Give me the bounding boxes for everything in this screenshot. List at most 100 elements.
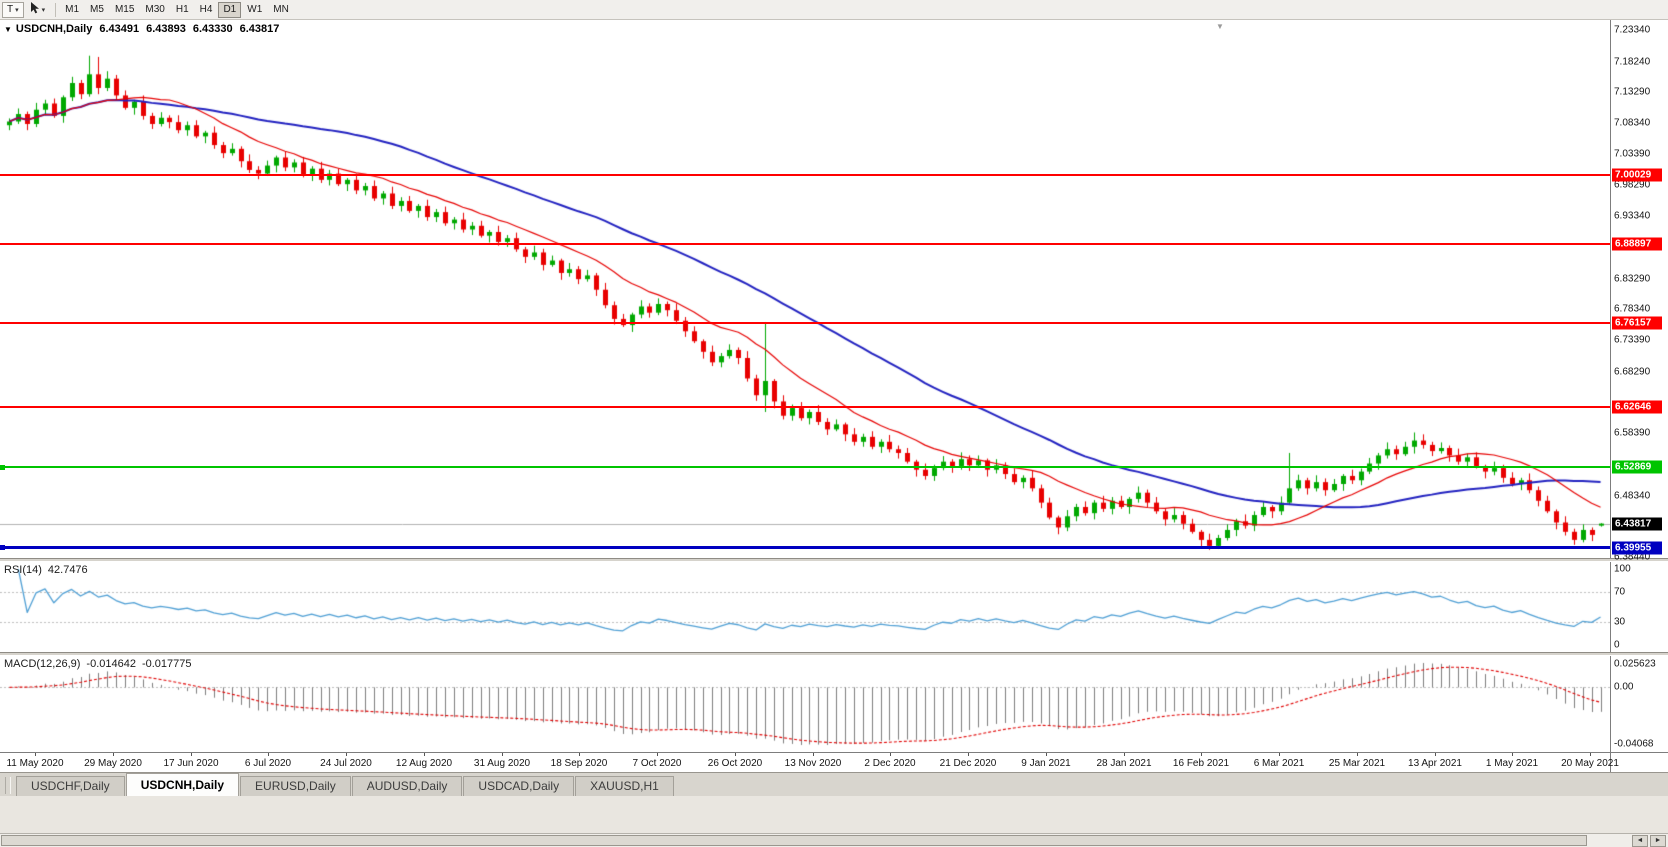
level-line-resistance-2[interactable] (0, 243, 1610, 245)
price-scale-label: 6.58390 (1614, 427, 1651, 439)
panel-splitter[interactable] (0, 558, 1668, 562)
macd-canvas[interactable] (0, 656, 1610, 752)
date-tick (968, 753, 969, 756)
date-tick (890, 753, 891, 756)
cursor-icon (30, 2, 40, 17)
level-badge-resistance-1: 7.00029 (1612, 168, 1662, 182)
scroll-right-arrow[interactable]: ► (1650, 835, 1666, 847)
cursor-tool-button[interactable]: ▾ (25, 2, 51, 18)
level-handle-support-blue[interactable] (0, 545, 5, 550)
macd-main-value: -0.014642 (86, 658, 136, 670)
rsi-scale-label: 0 (1614, 639, 1620, 651)
level-badge-resistance-2: 6.88897 (1612, 237, 1662, 251)
level-handle-support-green[interactable] (0, 465, 5, 470)
date-label: 13 Nov 2020 (784, 758, 842, 769)
main-chart-canvas[interactable] (0, 20, 1610, 558)
date-tick (1201, 753, 1202, 756)
rsi-panel: RSI(14) 42.7476 100 70 30 0 (0, 562, 1668, 652)
collapse-icon[interactable]: ▼ (4, 24, 12, 34)
price-scale-label: 6.78340 (1614, 303, 1651, 315)
date-label: 7 Oct 2020 (632, 758, 682, 769)
symbol-period-label: USDCNH,Daily (15, 23, 93, 35)
bottom-strip: ◄ ► (0, 796, 1668, 847)
date-tick (113, 753, 114, 756)
chart-tab-usdcad[interactable]: USDCAD,Daily (463, 776, 575, 796)
low-value: 6.43330 (192, 23, 233, 35)
rsi-scale-label: 30 (1614, 616, 1626, 628)
date-label: 20 May 2021 (1561, 758, 1619, 769)
chart-tab-usdchf[interactable]: USDCHF,Daily (16, 776, 125, 796)
price-scale-label: 7.03390 (1614, 148, 1651, 160)
price-scale[interactable]: 7.23340 7.18240 7.13290 7.08340 7.03390 6.982… (1610, 20, 1668, 563)
date-tick (657, 753, 658, 756)
date-label: 24 Jul 2020 (320, 758, 372, 769)
price-scale-label: 6.38440 (1614, 551, 1651, 563)
date-tick (424, 753, 425, 756)
rsi-label: RSI(14) 42.7476 (4, 564, 88, 576)
templates-button-label: T (7, 4, 14, 15)
chart-info-label: ▼ USDCNH,Daily 6.43491 6.43893 6.43330 6… (4, 23, 279, 35)
timeframe-h4-button[interactable]: H4 (195, 2, 218, 18)
scroll-left-arrow[interactable]: ◄ (1632, 835, 1648, 847)
date-tick (1124, 753, 1125, 756)
timeframe-mn-button[interactable]: MN (268, 2, 294, 18)
macd-scale[interactable]: 0.025623 0.00 -0.04068 (1610, 656, 1668, 752)
level-badge-resistance-3: 6.76157 (1612, 316, 1662, 330)
date-tick (735, 753, 736, 756)
date-tick (268, 753, 269, 756)
level-line-resistance-4[interactable] (0, 406, 1610, 408)
open-value: 6.43491 (99, 23, 140, 35)
date-label: 31 Aug 2020 (473, 758, 531, 769)
price-scale-label: 6.68290 (1614, 366, 1651, 378)
macd-scale-bottom: -0.04068 (1614, 738, 1654, 750)
timeframe-w1-button[interactable]: W1 (242, 2, 267, 18)
timeframe-m1-button[interactable]: M1 (60, 2, 84, 18)
date-label: 29 May 2020 (84, 758, 142, 769)
level-badge-resistance-4: 6.62646 (1612, 400, 1662, 414)
scrollbar-thumb[interactable] (1, 835, 1587, 846)
date-label: 9 Jan 2021 (1021, 758, 1071, 769)
level-badge-support-green: 6.52869 (1612, 460, 1662, 474)
panel-splitter[interactable] (0, 652, 1668, 656)
horizontal-scrollbar[interactable]: ◄ ► (0, 833, 1668, 847)
close-value: 6.43817 (239, 23, 280, 35)
date-tick (579, 753, 580, 756)
date-label: 12 Aug 2020 (395, 758, 453, 769)
rsi-scale[interactable]: 100 70 30 0 (1610, 562, 1668, 652)
date-label: 13 Apr 2021 (1408, 758, 1462, 769)
date-tick (346, 753, 347, 756)
timeframe-m5-button[interactable]: M5 (85, 2, 109, 18)
templates-caret-icon: ▾ (15, 6, 19, 14)
toolbar-separator (55, 2, 57, 17)
date-label: 18 Sep 2020 (550, 758, 608, 769)
price-scale-label: 7.18240 (1614, 56, 1651, 68)
rsi-canvas[interactable] (0, 562, 1610, 652)
date-axis[interactable]: 11 May 2020 29 May 2020 17 Jun 2020 6 Jul 2… (0, 752, 1668, 772)
timeframe-h1-button[interactable]: H1 (171, 2, 194, 18)
chart-tab-usdcnh[interactable]: USDCNH,Daily (125, 773, 240, 796)
chart-tab-eurusd[interactable]: EURUSD,Daily (240, 776, 351, 796)
chart-shift-marker[interactable]: ▼ (1216, 22, 1224, 31)
chart-tab-audusd[interactable]: AUDUSD,Daily (351, 776, 463, 796)
date-label: 2 Dec 2020 (864, 758, 916, 769)
timeframe-m15-button[interactable]: M15 (110, 2, 139, 18)
timeframe-m30-button[interactable]: M30 (140, 2, 169, 18)
price-scale-label: 7.13290 (1614, 86, 1651, 98)
current-price-badge: 6.43817 (1612, 517, 1662, 531)
macd-plot: MACD(12,26,9) -0.014642 -0.017775 (0, 656, 1610, 752)
cursor-caret-icon: ▾ (41, 6, 46, 14)
date-label: 6 Mar 2021 (1253, 758, 1305, 769)
level-line-resistance-1[interactable] (0, 174, 1610, 176)
macd-scale-zero: 0.00 (1614, 681, 1634, 693)
date-tick (1590, 753, 1591, 756)
level-line-support-blue[interactable] (0, 546, 1610, 549)
chart-tab-xauusd[interactable]: XAUUSD,H1 (575, 776, 674, 796)
date-tick (1512, 753, 1513, 756)
level-line-resistance-3[interactable] (0, 322, 1610, 324)
macd-panel: MACD(12,26,9) -0.014642 -0.017775 0.0256… (0, 656, 1668, 752)
templates-button[interactable]: T ▾ (2, 1, 24, 18)
level-line-support-green[interactable] (0, 466, 1610, 468)
timeframe-d1-button[interactable]: D1 (218, 1, 242, 18)
date-label: 21 Dec 2020 (939, 758, 997, 769)
price-scale-label: 6.93340 (1614, 210, 1651, 222)
